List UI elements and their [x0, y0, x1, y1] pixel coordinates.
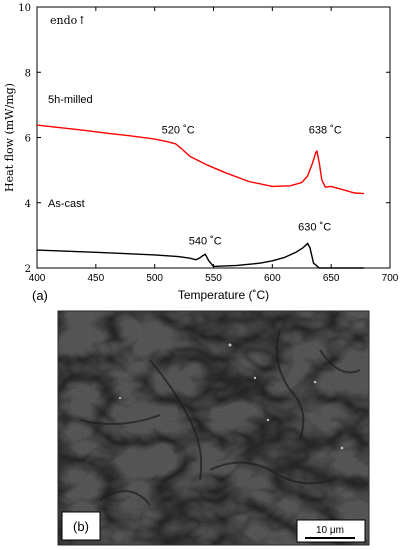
scale-bar-box	[296, 519, 366, 543]
x-tick-label: 700	[382, 273, 399, 284]
series-label: As-cast	[48, 198, 85, 210]
micrograph-border	[57, 310, 370, 546]
x-tick-label: 450	[87, 273, 104, 284]
y-tick-label: 10	[18, 3, 31, 14]
micrograph-bright-specks	[118, 343, 344, 450]
x-tick-label: 400	[29, 273, 46, 284]
annotation-layer: 520 ˚C 638 ˚C 540 ˚C 630 ˚C	[162, 125, 342, 248]
panel-b-label-box	[61, 511, 101, 541]
x-tick-labels: 400 450 500 550 600 650 700	[29, 273, 399, 284]
series-layer: 5h-milled As-cast	[36, 94, 365, 269]
x-tick-label: 500	[146, 273, 163, 284]
y-tick-label: 8	[25, 68, 31, 79]
scale-bar-label: 10 μm	[316, 525, 344, 536]
series-line-5h-milled	[36, 124, 365, 195]
endo-label: endo↑	[50, 14, 86, 27]
x-tick-label: 600	[264, 273, 281, 284]
y-tick-labels: 2 4 6 8 10	[18, 3, 31, 275]
series-label: 5h-milled	[48, 94, 93, 106]
y-axis-label: Heat flow (mW/mg)	[3, 83, 16, 192]
dsc-chart: 5h-milled As-cast 400 450 500 550 600 650 700 2…	[3, 3, 399, 303]
peak-annotation: 638 ˚C	[309, 125, 342, 137]
micrograph-dark-features	[79, 329, 361, 506]
y-tick-label: 2	[25, 264, 31, 275]
y-tick-label: 4	[25, 199, 31, 210]
axis-ticks	[36, 6, 391, 269]
plot-frame	[36, 6, 391, 269]
micrograph-grain-boundaries	[58, 311, 369, 545]
panel-a-label: (a)	[32, 288, 48, 303]
peak-annotation: 520 ˚C	[162, 125, 195, 137]
x-axis-label: Temperature (˚C)	[178, 288, 269, 302]
y-tick-label: 6	[25, 134, 31, 145]
sem-micrograph: (b) 10 μm	[57, 310, 370, 546]
panel-b-label: (b)	[73, 519, 89, 534]
peak-annotation: 540 ˚C	[189, 236, 222, 248]
peak-annotation: 630 ˚C	[298, 221, 331, 233]
x-tick-label: 650	[323, 273, 340, 284]
x-tick-label: 550	[205, 273, 222, 284]
series-line-as-cast	[36, 242, 365, 269]
